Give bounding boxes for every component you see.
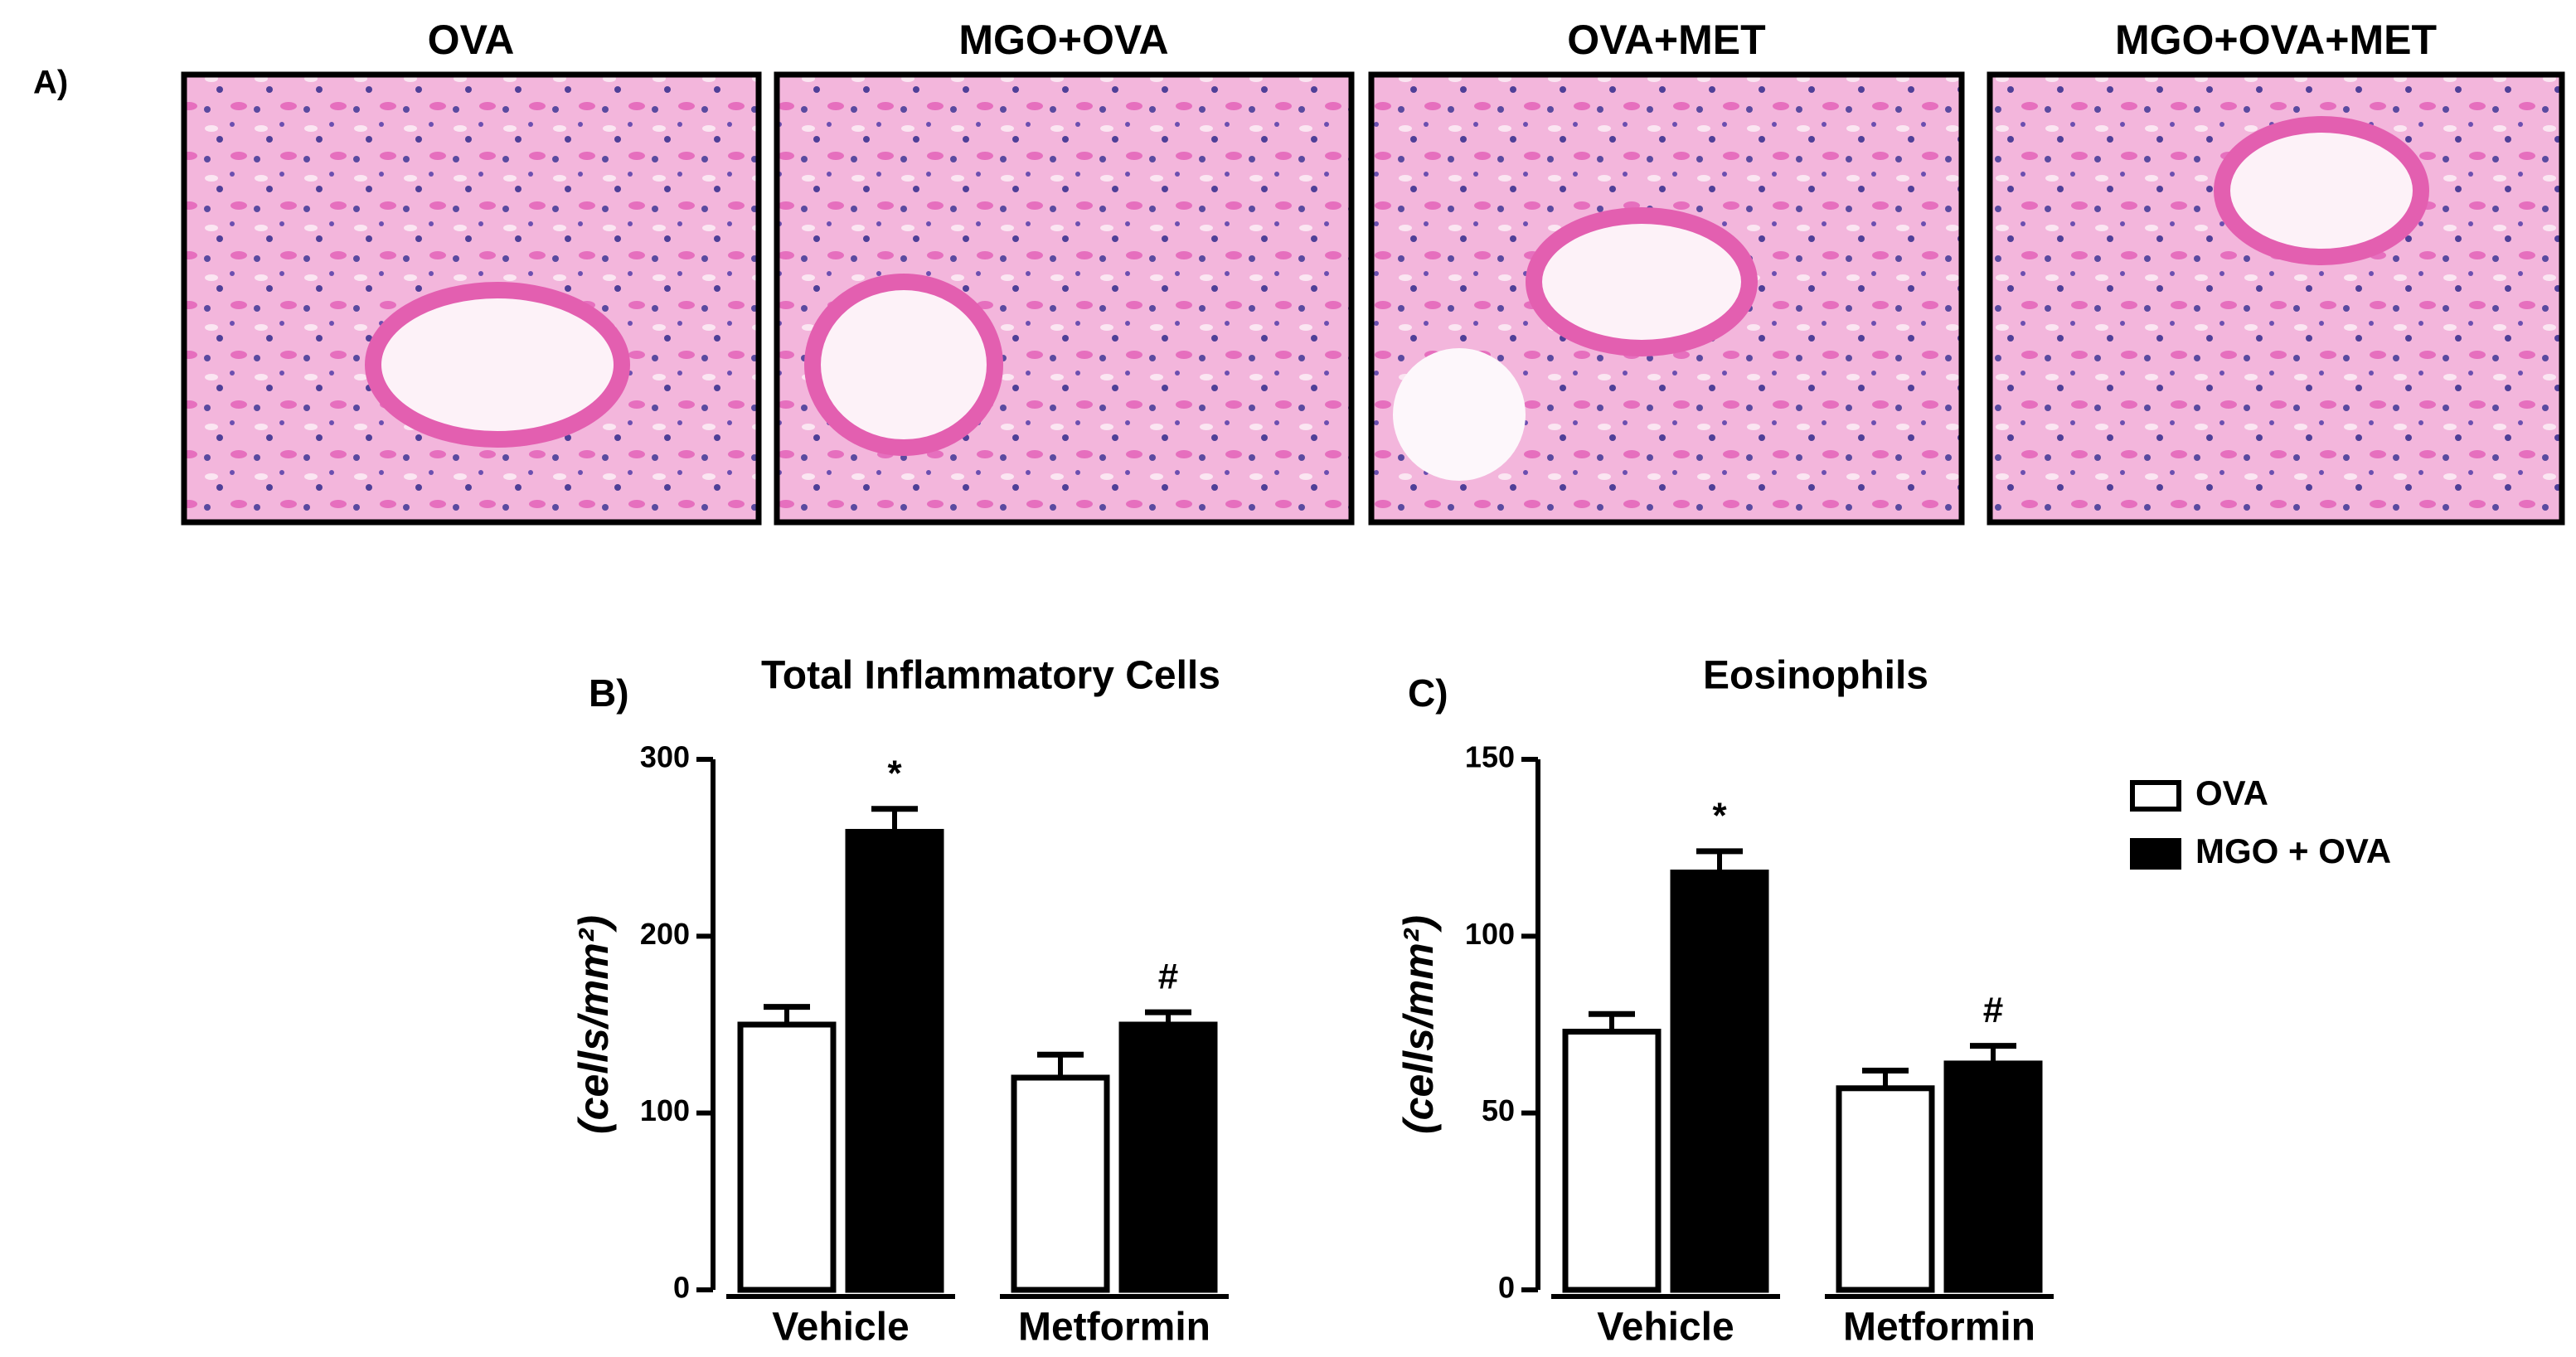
y-axis-label: (cells/mm²) [570, 915, 617, 1134]
legend-label: MGO + OVA [2195, 831, 2391, 870]
histology-image [774, 71, 1355, 526]
legend-swatch [2130, 838, 2181, 870]
x-tick-label: Vehicle [772, 1306, 909, 1350]
chart-title: Total Inflammatory Cells [761, 654, 1220, 698]
x-tick-label: Metformin [1018, 1306, 1210, 1350]
y-tick-label: 0 [1498, 1271, 1515, 1305]
bar [845, 828, 944, 1293]
significance-marker: * [1712, 796, 1727, 836]
histology-image [181, 71, 762, 526]
bar [1118, 1021, 1218, 1293]
significance-marker: # [1158, 957, 1178, 997]
y-tick-label: 100 [640, 1093, 690, 1127]
histology-image [1987, 71, 2565, 526]
y-tick-label: 200 [640, 917, 690, 951]
bar [1943, 1060, 2043, 1293]
significance-marker: * [887, 753, 902, 793]
bar [1562, 1029, 1662, 1293]
panel-label: A) [33, 65, 68, 101]
bar [1011, 1074, 1110, 1293]
x-tick-label: Vehicle [1597, 1306, 1734, 1350]
legend-label: OVA [2195, 773, 2268, 812]
y-tick-label: 50 [1482, 1093, 1515, 1127]
x-tick-label: Metformin [1843, 1306, 2035, 1350]
image-title: MGO+OVA+MET [2115, 17, 2437, 63]
bar [737, 1021, 837, 1293]
histology-image [1368, 71, 1965, 526]
chart-title: Eosinophils [1703, 654, 1928, 698]
bar [1836, 1085, 1935, 1293]
y-tick-label: 100 [1465, 917, 1515, 951]
panel-label: C) [1408, 671, 1448, 715]
image-title: OVA [428, 17, 515, 63]
y-tick-label: 150 [1465, 740, 1515, 774]
legend-swatch [2130, 780, 2181, 812]
significance-marker: # [1983, 990, 2003, 1030]
image-title: OVA+MET [1567, 17, 1765, 63]
image-title: MGO+OVA [958, 17, 1168, 63]
panel-label: B) [589, 671, 629, 715]
y-tick-label: 300 [640, 740, 690, 774]
y-axis-label: (cells/mm²) [1395, 915, 1442, 1134]
bar [1670, 870, 1769, 1293]
y-tick-label: 0 [673, 1271, 690, 1305]
